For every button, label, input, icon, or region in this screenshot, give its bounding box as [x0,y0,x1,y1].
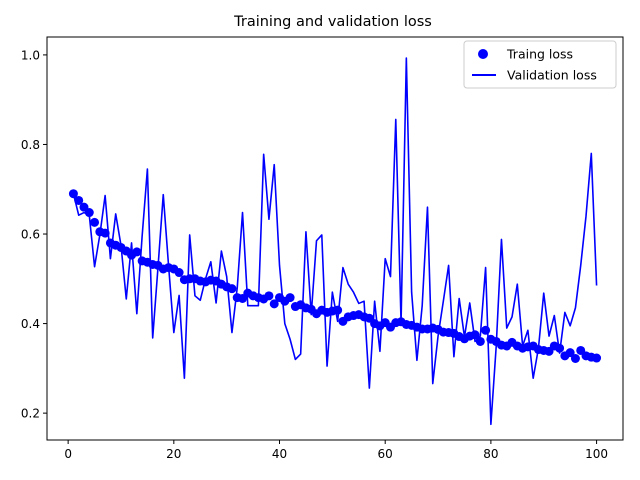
y-tick-label: 0.2 [21,407,40,421]
x-tick-label: 40 [272,447,287,461]
x-tick-label: 80 [483,447,498,461]
x-tick-label: 60 [378,447,393,461]
plot-area [68,57,602,426]
training-loss-point [100,228,110,238]
validation-loss-line [72,57,598,426]
training-loss-point [227,284,237,294]
y-tick-label: 1.0 [21,48,40,62]
training-loss-point [68,189,78,199]
training-loss-point [555,343,565,353]
training-loss-point [84,208,94,218]
training-loss-point [470,330,480,340]
training-loss-point [174,268,184,278]
training-loss-point [285,293,295,303]
legend-label-training: Traing loss [506,47,573,62]
training-loss-point [592,353,602,363]
y-tick-label: 0.4 [21,317,40,331]
training-loss-point [333,305,343,315]
training-loss-point [481,325,491,335]
legend-marker-training [478,49,488,59]
legend-box [463,40,617,89]
x-tick-label: 0 [64,447,72,461]
plot-frame [46,36,624,441]
training-loss-point [74,195,84,205]
legend: Traing loss Validation loss [463,40,617,89]
x-tick-label: 100 [585,447,608,461]
legend-label-validation: Validation loss [507,68,597,83]
training-loss-point [132,247,142,257]
training-loss-point [90,217,100,227]
y-tick-label: 0.8 [21,138,40,152]
training-loss-point [475,336,485,346]
training-loss-point [264,291,274,301]
x-tick-label: 20 [166,447,181,461]
training-loss-point [565,348,575,358]
training-loss-point [570,354,580,363]
y-tick-label: 0.6 [21,228,40,242]
chart-title: Training and validation loss [233,14,432,30]
axes: 0 20 40 60 80 100 0.2 0.4 0.6 0.8 1.0 [21,36,624,461]
training-loss-point [269,299,279,309]
